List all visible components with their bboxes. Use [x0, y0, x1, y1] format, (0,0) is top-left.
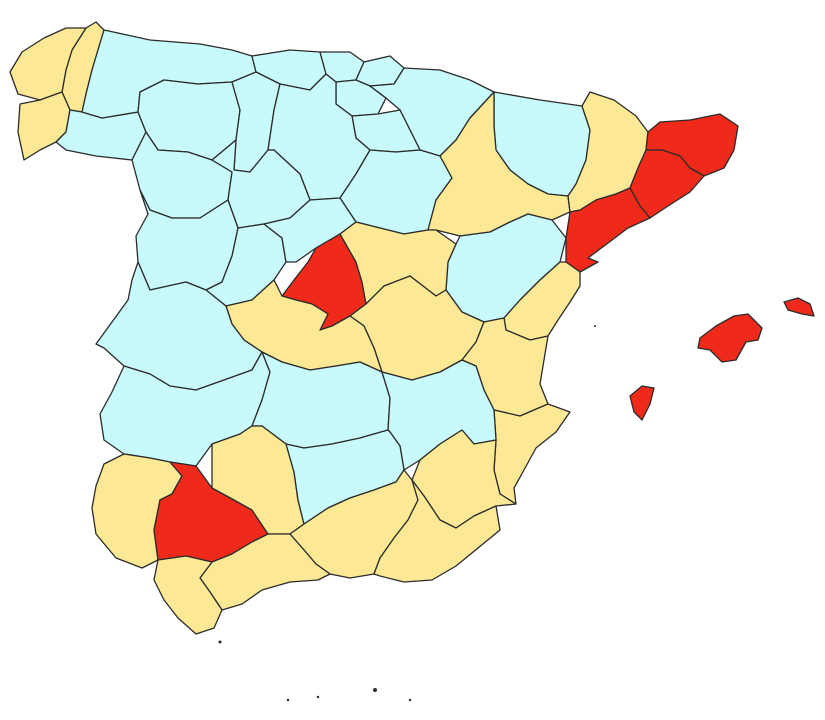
- islet-marker: [218, 640, 222, 644]
- islet-marker: [594, 325, 596, 327]
- province-cadiz[interactable]: [153, 555, 223, 635]
- province-mallorca[interactable]: [697, 313, 763, 363]
- islet-marker: [286, 698, 290, 702]
- province-barcelona[interactable]: [629, 149, 705, 219]
- province-menorca[interactable]: [783, 297, 815, 317]
- province-ibiza[interactable]: [629, 385, 655, 421]
- islet-marker: [373, 688, 377, 692]
- islet-marker: [316, 695, 320, 699]
- province-almeria[interactable]: [373, 479, 501, 583]
- islet-marker: [408, 698, 412, 702]
- province-a-coruna[interactable]: [9, 27, 87, 101]
